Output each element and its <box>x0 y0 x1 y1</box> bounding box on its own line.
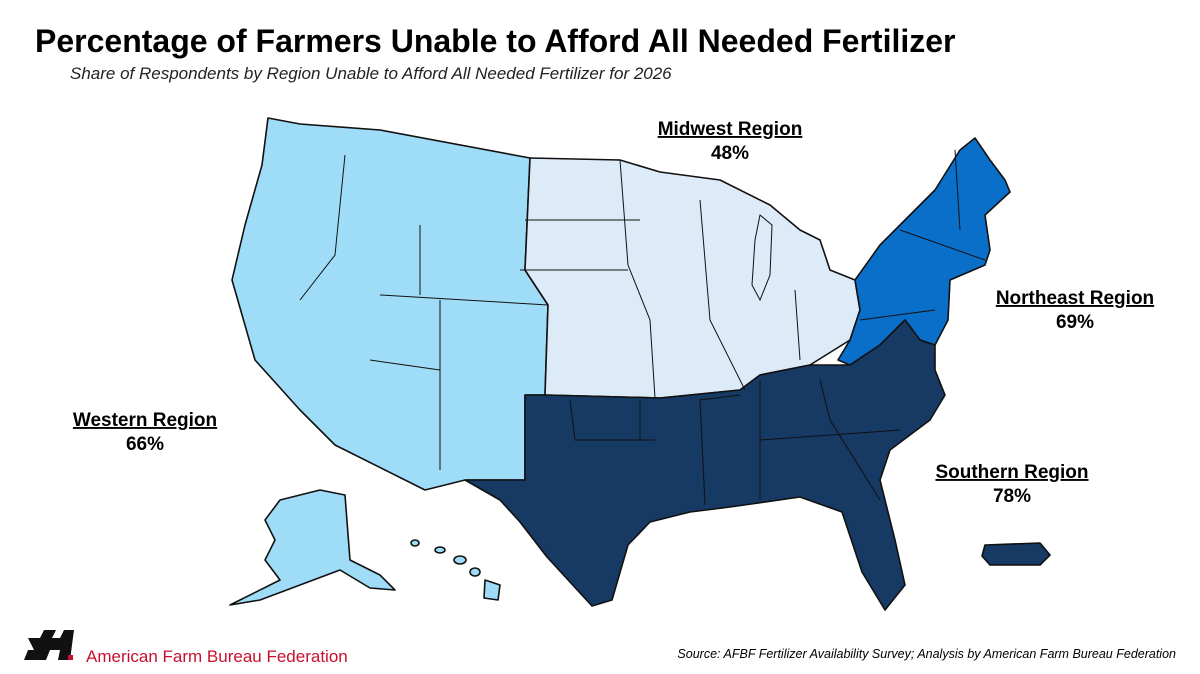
lake-michigan <box>751 214 773 302</box>
logo <box>24 630 74 660</box>
region-value: 78% <box>993 486 1031 507</box>
alaska-shape <box>229 489 396 606</box>
region-name: Western Region <box>73 410 217 431</box>
southern-region-shape <box>464 319 946 611</box>
northeast-region-shape <box>837 137 1011 366</box>
puerto-rico-shape <box>981 542 1051 566</box>
midwest-region-shape <box>524 157 861 399</box>
region-labels: Western Region 66% Midwest Region 48% No… <box>73 119 1154 507</box>
subtitle: Share of Respondents by Region Unable to… <box>70 64 672 83</box>
region-name: Midwest Region <box>658 119 803 140</box>
source: Source: AFBF Fertilizer Availability Sur… <box>677 647 1176 661</box>
region-value: 66% <box>126 434 164 455</box>
region-value: 48% <box>711 143 749 164</box>
map <box>229 117 1051 611</box>
state-borders <box>299 149 986 506</box>
region-name: Northeast Region <box>996 288 1154 309</box>
region-name: Southern Region <box>935 462 1088 483</box>
western-region-shape <box>231 117 549 491</box>
region-value: 69% <box>1056 312 1094 333</box>
title: Percentage of Farmers Unable to Afford A… <box>35 23 956 59</box>
organization: American Farm Bureau Federation <box>86 647 348 666</box>
hawaii-shape <box>410 539 501 601</box>
